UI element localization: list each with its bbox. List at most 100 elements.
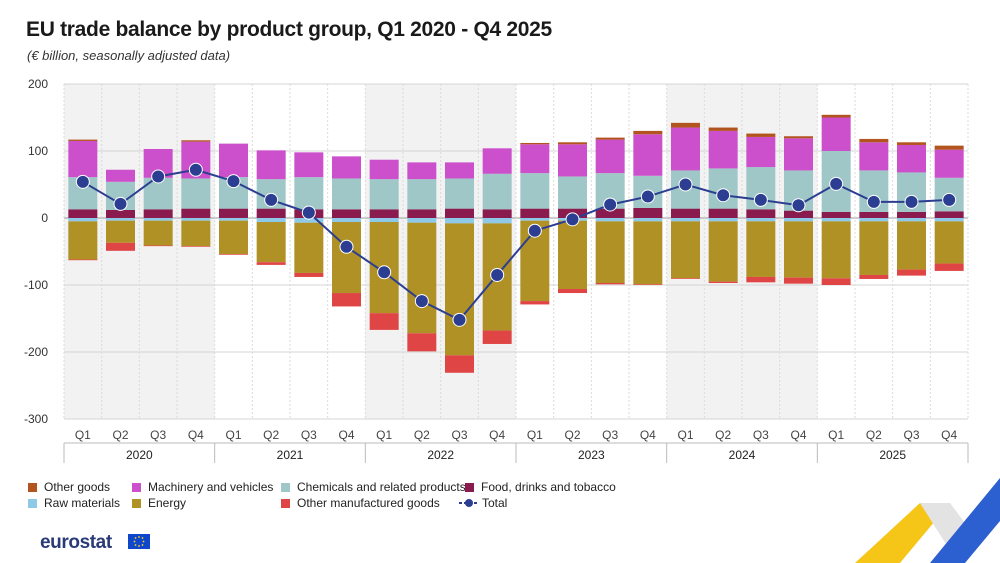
total-point — [151, 169, 166, 184]
bar-other_goods — [821, 114, 851, 118]
bar-raw — [708, 218, 738, 222]
bar-raw — [821, 218, 851, 222]
chart-subtitle: (€ billion, seasonally adjusted data) — [27, 48, 231, 63]
legend-label-raw-materials: Raw materials — [44, 496, 121, 510]
bar-energy — [181, 220, 211, 247]
bar-chemicals — [482, 173, 512, 210]
bar-food — [106, 209, 135, 218]
total-point — [565, 212, 580, 227]
y-tick-label: 200 — [28, 77, 48, 91]
bar-raw — [369, 218, 399, 223]
bar-raw — [68, 218, 98, 222]
bar-energy — [143, 220, 173, 246]
bar-other_goods — [633, 130, 663, 135]
year-label: 2022 — [427, 448, 454, 462]
bar-energy — [294, 222, 324, 273]
bar-energy — [859, 221, 889, 275]
x-tick-label: Q4 — [489, 428, 505, 442]
bar-machinery — [671, 127, 700, 171]
legend-swatch-raw-materials — [28, 499, 37, 508]
y-tick-label: -200 — [24, 345, 48, 359]
bar-other_manuf — [708, 281, 738, 283]
total-point — [377, 265, 392, 280]
bar-raw — [897, 218, 926, 222]
bar-chemicals — [332, 178, 361, 210]
bar-food — [859, 211, 889, 218]
bar-chemicals — [369, 179, 399, 210]
legend-label-other-goods: Other goods — [44, 480, 111, 494]
total-point — [188, 162, 203, 177]
bar-energy — [633, 221, 663, 285]
bar-energy — [671, 221, 700, 279]
bar-machinery — [68, 140, 98, 178]
year-label: 2023 — [578, 448, 605, 462]
bar-food — [369, 209, 399, 218]
bar-energy — [445, 223, 474, 356]
bar-food — [219, 208, 248, 218]
legend-swatch-other-manufactured — [281, 499, 290, 508]
x-tick-label: Q1 — [225, 428, 241, 442]
bar-machinery — [558, 144, 587, 177]
bar-other_manuf — [294, 272, 324, 277]
legend-swatch-energy — [132, 499, 141, 508]
total-point — [716, 188, 731, 203]
x-tick-label: Q3 — [602, 428, 618, 442]
year-label: 2024 — [729, 448, 756, 462]
bar-machinery — [332, 156, 361, 179]
bar-other_goods — [558, 142, 587, 145]
bar-other_manuf — [106, 242, 135, 251]
bar-other_manuf — [558, 289, 587, 294]
bar-raw — [520, 218, 550, 221]
bar-machinery — [369, 159, 399, 180]
bar-energy — [558, 220, 587, 290]
legend-label-energy: Energy — [148, 496, 187, 510]
bar-other_manuf — [897, 269, 926, 276]
bar-machinery — [106, 169, 135, 182]
x-tick-label: Q4 — [640, 428, 656, 442]
total-point — [640, 189, 655, 204]
bar-chemicals — [407, 179, 437, 210]
bar-other_manuf — [482, 330, 512, 344]
legend-swatch-other-goods — [28, 483, 37, 492]
x-tick-label: Q3 — [903, 428, 919, 442]
bar-food — [143, 209, 173, 218]
bar-other_manuf — [68, 259, 98, 261]
bar-food — [633, 207, 663, 218]
legend-label-machinery: Machinery and vehicles — [148, 480, 274, 494]
bar-raw — [482, 218, 512, 224]
bar-chemicals — [558, 176, 587, 209]
x-tick-label: Q3 — [150, 428, 166, 442]
bar-machinery — [746, 136, 776, 168]
bar-food — [934, 211, 964, 218]
bar-food — [671, 208, 700, 218]
x-tick-label: Q2 — [866, 428, 882, 442]
bar-other_manuf — [369, 313, 399, 330]
bar-machinery — [256, 150, 286, 180]
legend-swatch-machinery — [132, 483, 141, 492]
bar-energy — [332, 222, 361, 294]
bar-food — [708, 208, 738, 218]
legend-swatch-total — [459, 499, 479, 507]
bar-other_manuf — [181, 246, 211, 247]
x-tick-label: Q1 — [677, 428, 693, 442]
bar-machinery — [219, 143, 248, 178]
bar-raw — [143, 218, 173, 221]
bar-other_goods — [934, 145, 964, 150]
bar-chemicals — [520, 173, 550, 209]
total-point — [791, 198, 806, 213]
bar-raw — [633, 218, 663, 222]
bar-other_goods — [520, 142, 550, 145]
legend-label-food: Food, drinks and tobacco — [481, 480, 616, 494]
x-tick-label: Q1 — [527, 428, 543, 442]
bar-machinery — [445, 162, 474, 179]
bar-energy — [106, 220, 135, 243]
bar-food — [520, 208, 550, 218]
bar-food — [821, 211, 851, 218]
x-tick-label: Q2 — [715, 428, 731, 442]
total-point — [226, 174, 241, 189]
bar-other_manuf — [332, 293, 361, 307]
bar-chemicals — [181, 178, 211, 209]
bar-other_manuf — [784, 277, 813, 284]
x-tick-label: Q1 — [828, 428, 844, 442]
x-tick-label: Q1 — [75, 428, 91, 442]
